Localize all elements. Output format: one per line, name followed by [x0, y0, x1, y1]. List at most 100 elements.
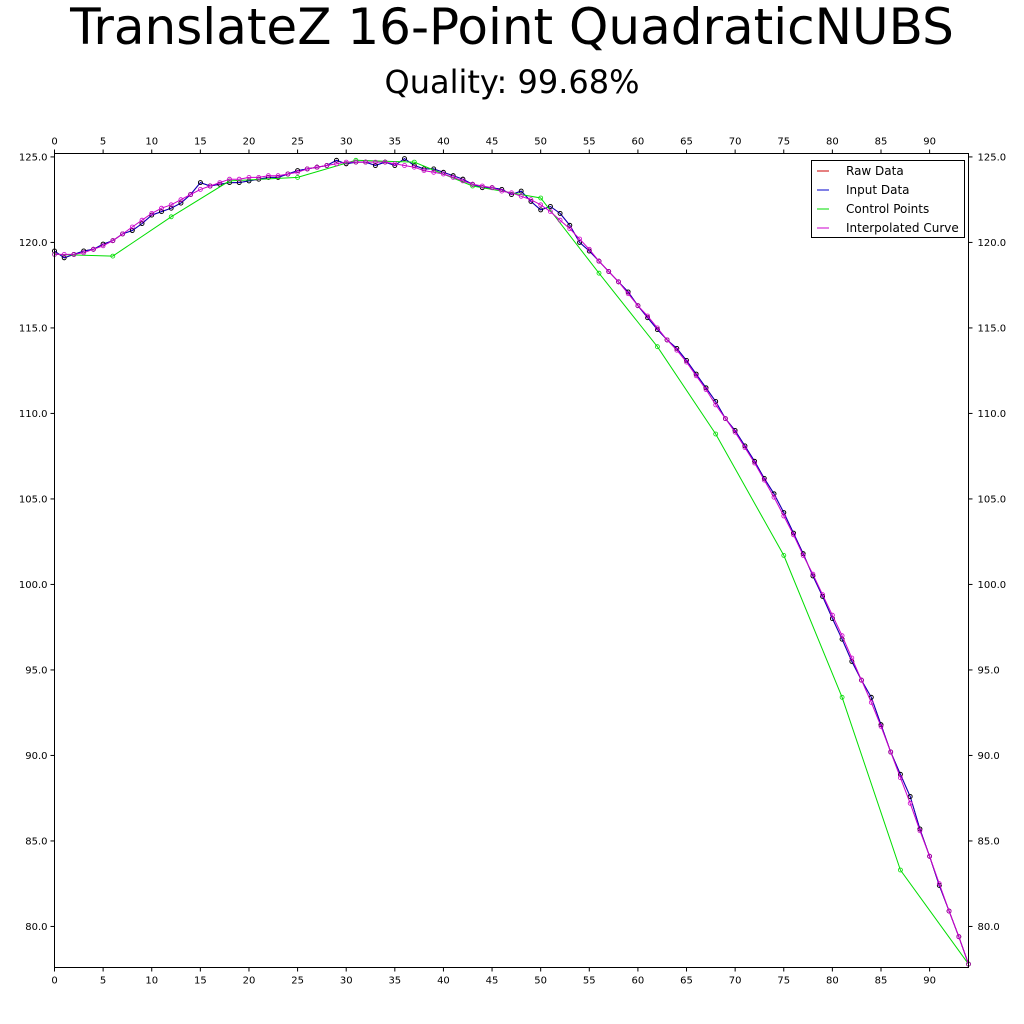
interpolated-curve-point: [207, 183, 213, 189]
interpolated-curve-point: [149, 210, 155, 216]
input-data-point: [567, 222, 573, 228]
interpolated-curve-point: [110, 238, 116, 244]
interpolated-curve-point: [285, 171, 291, 177]
interpolated-curve-point: [888, 749, 894, 755]
x-tick-label-bottom: 75: [777, 976, 790, 987]
interpolated-curve-point: [927, 853, 932, 859]
y-tick-label-right: 125.0: [978, 152, 1007, 163]
control-points-line: [54, 159, 969, 965]
x-tick-label-top: 25: [291, 137, 304, 148]
x-tick-label-top: 65: [680, 137, 693, 148]
input-data-point: [372, 163, 378, 168]
interpolated-curve-point: [723, 416, 728, 422]
interpolated-curve-point: [159, 205, 164, 211]
y-tick-label-right: 120.0: [978, 238, 1007, 249]
interpolated-curve-point: [936, 881, 942, 887]
interpolated-curve-point: [616, 279, 621, 285]
interpolated-curve-point: [635, 303, 641, 309]
interpolated-curve-point: [956, 934, 962, 940]
interpolated-curve-point: [742, 445, 748, 451]
interpolated-curve-point: [392, 161, 398, 167]
input-data-point: [402, 156, 407, 162]
input-data-point: [139, 221, 145, 227]
interpolated-curve-point: [917, 828, 923, 834]
interpolated-curve-point: [693, 373, 699, 379]
x-tick-label-bottom: 70: [729, 976, 742, 987]
interpolated-curve-point: [946, 908, 952, 914]
axis-ticks: 0055101015152020252530303535404045455050…: [19, 137, 1006, 987]
interpolated-curve-point: [703, 387, 709, 392]
interpolated-curve-point: [577, 236, 582, 242]
x-tick-label-bottom: 25: [291, 976, 304, 987]
control-points-point: [110, 253, 116, 259]
control-points-point: [713, 431, 719, 437]
x-tick-label-top: 35: [388, 137, 401, 148]
interpolated-curve-point: [100, 243, 106, 249]
interpolated-curve-point: [402, 163, 407, 168]
x-tick-label-bottom: 10: [145, 976, 158, 987]
interpolated-curve-point: [800, 553, 806, 558]
interpolated-curve-point: [839, 633, 845, 639]
x-tick-label-bottom: 90: [923, 976, 936, 987]
interpolated-curve-point: [878, 724, 884, 729]
legend-label-control-points: Control Points: [846, 202, 929, 216]
interpolated-curve-point: [509, 190, 514, 196]
interpolated-curve-point: [372, 159, 378, 165]
interpolated-curve-point: [178, 197, 184, 203]
interpolated-curve-point: [567, 226, 573, 232]
interpolated-curve-point: [256, 174, 262, 180]
control-points-point: [596, 270, 602, 276]
interpolated-curve-point: [791, 532, 796, 538]
interpolated-curve-point: [684, 359, 689, 365]
x-tick-label-top: 0: [51, 137, 57, 148]
interpolated-curve-point: [898, 775, 903, 781]
y-tick-label-left: 105.0: [19, 494, 48, 505]
series-layer: [52, 156, 971, 967]
control-points-point: [411, 159, 417, 165]
y-tick-label-left: 120.0: [19, 238, 48, 249]
input-data-point: [518, 188, 524, 194]
plot-frame: [54, 153, 969, 968]
input-data-point: [178, 200, 184, 206]
interpolated-curve-point: [450, 174, 456, 180]
x-tick-label-bottom: 5: [100, 976, 106, 987]
legend-label-input-data: Input Data: [846, 183, 910, 197]
control-points-point: [168, 214, 174, 220]
control-points-point: [655, 344, 660, 350]
y-tick-label-right: 105.0: [978, 494, 1007, 505]
x-tick-label-bottom: 30: [340, 976, 353, 987]
y-tick-label-left: 125.0: [19, 152, 48, 163]
interpolated-curve-point: [849, 655, 855, 661]
interpolated-curve-point: [363, 159, 369, 165]
x-tick-label-bottom: 35: [388, 976, 401, 987]
interpolated-curve-point: [343, 159, 349, 165]
legend-label-interpolated-curve: Interpolated Curve: [846, 221, 959, 235]
x-tick-label-bottom: 50: [534, 976, 547, 987]
x-tick-label-bottom: 20: [243, 976, 256, 987]
control-points-point: [898, 867, 903, 873]
input-data-point: [159, 209, 164, 215]
interpolated-curve-point: [820, 592, 825, 598]
interpolated-curve-point: [431, 169, 437, 175]
x-tick-label-top: 90: [923, 137, 936, 148]
interpolated-curve-point: [197, 186, 203, 192]
interpolated-curve-point: [188, 192, 194, 197]
interpolated-curve-point: [645, 313, 650, 319]
interpolated-curve-point: [606, 269, 612, 274]
input-data-point: [577, 239, 582, 245]
y-tick-label-left: 115.0: [19, 323, 48, 334]
interpolated-curve-point: [265, 173, 271, 179]
legend-label-raw-data: Raw Data: [846, 164, 904, 178]
interpolated-curve-point: [655, 325, 660, 331]
interpolated-curve-point: [479, 183, 485, 189]
input-data-point: [907, 794, 913, 799]
x-tick-label-top: 85: [875, 137, 888, 148]
x-tick-label-bottom: 65: [680, 976, 693, 987]
input-data-point: [548, 204, 553, 209]
x-tick-label-top: 70: [729, 137, 742, 148]
interpolated-curve-point: [120, 231, 125, 237]
y-tick-label-left: 80.0: [25, 922, 47, 933]
x-tick-label-bottom: 40: [437, 976, 450, 987]
interpolated-curve-point: [538, 202, 544, 208]
input-data-point: [334, 157, 339, 163]
